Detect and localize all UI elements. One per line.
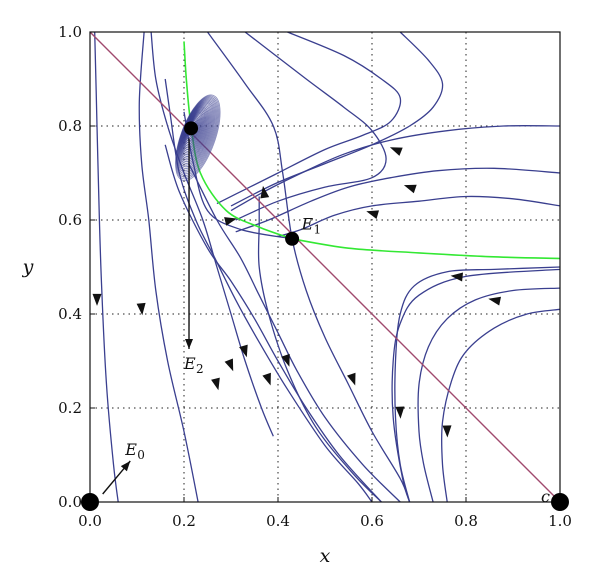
trajectory-line — [150, 32, 274, 437]
trajectory-line — [394, 266, 560, 502]
trajectory-line — [164, 144, 382, 502]
separatrix-line — [183, 41, 293, 240]
x-tick-label: 0.4 — [266, 512, 290, 530]
trajectory-line — [94, 32, 119, 502]
equilibrium-label: E — [183, 354, 196, 373]
trajectory-line — [277, 195, 560, 238]
direction-arrow — [366, 210, 379, 219]
direction-arrow — [281, 353, 290, 367]
trajectory-line — [440, 308, 560, 502]
y-axis-ticks: 0.0 0.2 0.4 0.6 0.8 1.0 — [58, 23, 95, 511]
x-tick-label: 1.0 — [548, 512, 572, 530]
direction-arrow — [450, 272, 463, 282]
y-axis-label: y — [22, 256, 34, 278]
nullcline-line — [90, 32, 560, 502]
direction-arrow — [389, 147, 403, 156]
equilibrium-points — [81, 121, 569, 511]
trajectory-line — [188, 163, 401, 502]
direction-arrow — [403, 184, 417, 194]
trajectory-line — [216, 32, 402, 205]
trajectory-line — [235, 32, 387, 221]
separatrix-layer — [183, 41, 560, 260]
equilibrium-point — [551, 493, 569, 511]
equilibrium-label: E — [301, 214, 314, 233]
annotation-layer: E 1E 2E 0 — [102, 138, 322, 495]
direction-arrow — [224, 217, 237, 226]
equilibrium-point — [285, 231, 300, 246]
x-tick-label: 0.6 — [360, 512, 384, 530]
equilibrium-label-subscript: 2 — [196, 362, 204, 376]
y-tick-label: 0.0 — [58, 493, 82, 511]
y-tick-label: 0.2 — [58, 399, 82, 417]
direction-arrow — [211, 377, 220, 391]
y-tick-label: 0.8 — [58, 117, 82, 135]
trajectory-line — [391, 268, 560, 502]
trajectory-line — [230, 124, 560, 212]
trajectory-line — [206, 32, 411, 502]
spiral-layer — [175, 94, 221, 182]
trajectory-line — [230, 32, 444, 207]
direction-arrow — [260, 185, 270, 199]
annotation-pointer-head — [185, 339, 193, 349]
direction-arrow — [262, 372, 271, 386]
y-tick-label: 1.0 — [58, 23, 82, 41]
grid — [90, 32, 560, 502]
equilibrium-label-subscript: 1 — [314, 222, 322, 236]
equilibrium-label-subscript: 0 — [137, 448, 145, 462]
x-axis-ticks: 0.0 0.2 0.4 0.6 0.8 1.0 — [78, 497, 572, 530]
annotation-pointer-head — [120, 461, 131, 472]
equilibrium-point — [81, 493, 99, 511]
equilibrium-label: E — [124, 440, 137, 459]
direction-arrow — [347, 372, 356, 386]
y-tick-label: 0.6 — [58, 211, 82, 229]
direction-arrow — [224, 358, 234, 372]
x-tick-label: 0.0 — [78, 512, 102, 530]
spiral-orbit — [175, 94, 221, 182]
plot-frame — [89, 31, 561, 503]
trajectory-line — [235, 167, 560, 233]
trajectory-line — [138, 32, 199, 502]
trajectory-line — [417, 287, 560, 502]
direction-arrow — [239, 344, 248, 358]
direction-arrow — [395, 406, 405, 419]
separatrix-line — [291, 238, 560, 260]
plot-area — [90, 32, 560, 502]
direction-arrow — [92, 293, 102, 306]
direction-arrow — [442, 425, 452, 438]
trajectory-line — [257, 196, 382, 502]
direction-arrow — [136, 302, 146, 316]
y-tick-label: 0.4 — [58, 305, 82, 323]
x-tick-label: 0.2 — [172, 512, 196, 530]
direction-arrow — [488, 296, 501, 306]
equilibrium-point — [184, 121, 199, 136]
nullcline-layer — [90, 32, 560, 502]
x-tick-label: 0.8 — [454, 512, 478, 530]
arrow-layer — [92, 147, 501, 438]
x-axis-label: x — [320, 545, 331, 567]
corner-label: c — [541, 487, 550, 506]
